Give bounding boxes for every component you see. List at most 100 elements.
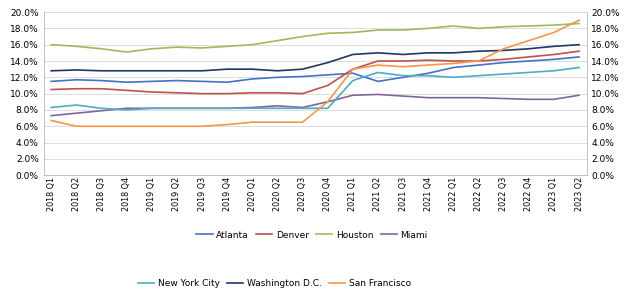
Atlanta bbox=[550, 58, 558, 61]
Atlanta bbox=[399, 76, 407, 79]
Washington D.C. bbox=[475, 50, 482, 53]
San Francisco bbox=[173, 124, 180, 128]
New York City bbox=[475, 74, 482, 78]
Washington D.C. bbox=[98, 69, 105, 72]
New York City bbox=[173, 107, 180, 110]
New York City bbox=[274, 107, 281, 110]
Atlanta bbox=[500, 61, 507, 64]
Miami bbox=[274, 104, 281, 108]
Atlanta bbox=[47, 79, 55, 83]
Legend: Atlanta, Denver, Houston, Miami: Atlanta, Denver, Houston, Miami bbox=[193, 227, 431, 243]
Washington D.C. bbox=[424, 51, 432, 55]
Atlanta bbox=[123, 80, 130, 84]
Houston bbox=[248, 43, 256, 47]
Denver bbox=[450, 59, 457, 63]
Denver bbox=[424, 58, 432, 62]
Houston bbox=[47, 43, 55, 47]
New York City bbox=[349, 79, 356, 82]
Miami bbox=[500, 97, 507, 100]
Miami bbox=[550, 98, 558, 101]
Atlanta bbox=[525, 59, 532, 63]
Denver bbox=[399, 59, 407, 63]
San Francisco bbox=[148, 124, 155, 128]
Atlanta bbox=[575, 55, 583, 59]
Miami bbox=[399, 94, 407, 98]
San Francisco bbox=[47, 119, 55, 122]
Denver bbox=[223, 92, 231, 95]
New York City bbox=[47, 106, 55, 109]
Line: San Francisco: San Francisco bbox=[51, 20, 579, 126]
Miami bbox=[374, 93, 382, 96]
Miami bbox=[575, 93, 583, 97]
Denver bbox=[299, 92, 306, 95]
San Francisco bbox=[349, 67, 356, 71]
Atlanta bbox=[475, 63, 482, 67]
Denver bbox=[500, 58, 507, 61]
New York City bbox=[500, 72, 507, 76]
Houston bbox=[198, 46, 206, 50]
Washington D.C. bbox=[123, 69, 130, 72]
Houston bbox=[98, 47, 105, 50]
Line: Denver: Denver bbox=[51, 51, 579, 94]
New York City bbox=[399, 74, 407, 78]
Line: New York City: New York City bbox=[51, 68, 579, 110]
San Francisco bbox=[223, 123, 231, 127]
Atlanta bbox=[173, 79, 180, 82]
Atlanta bbox=[223, 80, 231, 84]
Washington D.C. bbox=[248, 67, 256, 71]
Washington D.C. bbox=[148, 69, 155, 72]
Denver bbox=[349, 67, 356, 71]
Denver bbox=[525, 55, 532, 59]
Miami bbox=[123, 107, 130, 110]
Denver bbox=[324, 84, 331, 87]
Houston bbox=[475, 27, 482, 30]
Houston bbox=[223, 44, 231, 48]
New York City bbox=[525, 71, 532, 74]
San Francisco bbox=[475, 59, 482, 63]
Miami bbox=[72, 111, 80, 115]
San Francisco bbox=[399, 65, 407, 69]
Atlanta bbox=[274, 76, 281, 79]
Washington D.C. bbox=[575, 43, 583, 47]
Line: Miami: Miami bbox=[51, 95, 579, 116]
Denver bbox=[550, 53, 558, 56]
New York City bbox=[72, 103, 80, 107]
New York City bbox=[575, 66, 583, 69]
Houston bbox=[299, 35, 306, 38]
San Francisco bbox=[248, 120, 256, 124]
Houston bbox=[450, 24, 457, 28]
Houston bbox=[173, 45, 180, 49]
New York City bbox=[123, 108, 130, 112]
Denver bbox=[248, 91, 256, 95]
Legend: New York City, Washington D.C., San Francisco: New York City, Washington D.C., San Fran… bbox=[134, 275, 415, 291]
Line: Washington D.C.: Washington D.C. bbox=[51, 45, 579, 71]
Denver bbox=[575, 50, 583, 53]
Washington D.C. bbox=[198, 69, 206, 72]
Houston bbox=[500, 25, 507, 29]
Houston bbox=[550, 23, 558, 27]
New York City bbox=[550, 69, 558, 72]
San Francisco bbox=[123, 124, 130, 128]
Denver bbox=[123, 88, 130, 92]
Miami bbox=[223, 107, 231, 110]
Denver bbox=[72, 87, 80, 91]
Washington D.C. bbox=[374, 51, 382, 55]
Washington D.C. bbox=[450, 51, 457, 55]
Miami bbox=[450, 96, 457, 99]
San Francisco bbox=[324, 100, 331, 104]
Atlanta bbox=[374, 79, 382, 83]
San Francisco bbox=[450, 62, 457, 65]
San Francisco bbox=[72, 124, 80, 128]
San Francisco bbox=[98, 124, 105, 128]
San Francisco bbox=[198, 124, 206, 128]
Denver bbox=[98, 87, 105, 91]
New York City bbox=[450, 76, 457, 79]
Houston bbox=[525, 24, 532, 28]
Houston bbox=[148, 47, 155, 50]
Atlanta bbox=[98, 79, 105, 82]
San Francisco bbox=[424, 63, 432, 67]
Atlanta bbox=[299, 75, 306, 78]
Atlanta bbox=[72, 78, 80, 82]
New York City bbox=[148, 107, 155, 110]
Miami bbox=[198, 107, 206, 110]
